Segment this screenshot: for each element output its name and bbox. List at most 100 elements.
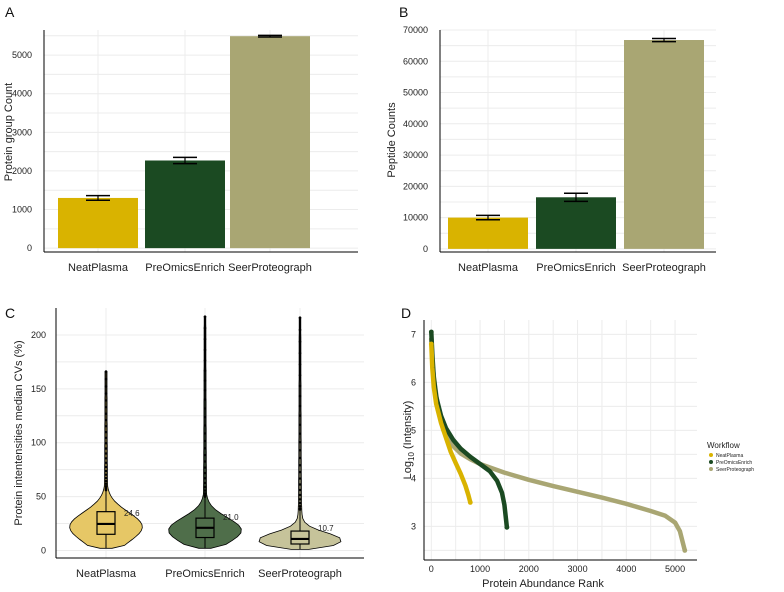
d-point-last-seerproteograph (682, 548, 688, 553)
d-xtick-label: 5000 (665, 564, 685, 574)
panel-c-xtick-preomicsenrich: PreOmicsEnrich (165, 568, 244, 580)
c-outlier-seerproteograph (298, 404, 302, 408)
a-ytick-label: 1000 (12, 205, 32, 215)
d-ytick-label: 3 (411, 521, 416, 531)
c-outlier-preomicsenrich (203, 369, 207, 372)
c-outlier-seerproteograph (298, 463, 302, 467)
c-outlier-preomicsenrich (203, 398, 207, 401)
c-outlier-neatplasma (104, 392, 108, 395)
a-bar-neatplasma (58, 197, 138, 249)
a-ytick-label: 4000 (12, 89, 32, 99)
c-median-label-preomicsenrich: 21.0 (223, 513, 239, 522)
c-outlier-neatplasma (104, 385, 108, 388)
panel-d-series (428, 329, 688, 553)
panel-d-x-ticks: 0 1000 2000 3000 4000 5000 (429, 564, 685, 574)
b-ytick-label: 10000 (403, 213, 428, 223)
c-outlier-preomicsenrich (203, 481, 207, 485)
panel-d-y-label: Log10 (Intensity) (402, 401, 416, 480)
panel-b-letter: B (399, 4, 408, 20)
a-ytick-label: 3000 (12, 127, 32, 137)
c-outlier-neatplasma (104, 452, 108, 455)
c-outlier-seerproteograph (298, 501, 302, 505)
legend-label-preomicsenrich: PreOmicsEnrich (716, 460, 752, 466)
legend-label-seerproteograph: SeerProteograph (716, 467, 754, 473)
c-outlier-neatplasma (104, 424, 108, 428)
panel-a-bars (58, 36, 310, 249)
panel-a: A 0 1000 2000 3000 4000 5000 NeatPlasma PreOm… (3, 4, 358, 274)
d-point-last-neatplasma (467, 500, 473, 505)
c-outlier-seerproteograph (298, 507, 302, 510)
a-ytick-label: 0 (27, 243, 32, 253)
b-bar-seerproteograph (624, 40, 704, 249)
c-outlier-neatplasma (104, 461, 108, 465)
panel-b: B 0 10000 20000 30000 40000 50000 60000 70000 N… (386, 4, 716, 274)
c-box-seerproteograph (290, 530, 310, 545)
c-outlier-seerproteograph (298, 493, 302, 497)
c-outlier-preomicsenrich (203, 489, 207, 492)
c-outlier-neatplasma (104, 436, 108, 440)
c-outlier-seerproteograph (298, 488, 302, 492)
c-outlier-preomicsenrich (203, 415, 207, 419)
c-outlier-preomicsenrich (203, 337, 207, 341)
d-xtick-label: 0 (429, 564, 434, 574)
c-outlier-seerproteograph (298, 432, 302, 435)
c-median-label-seerproteograph: 10.7 (318, 524, 334, 533)
c-outlier-neatplasma (104, 484, 108, 488)
c-outlier-neatplasma (104, 447, 108, 450)
c-outlier-neatplasma (104, 486, 108, 490)
c-outlier-neatplasma (104, 456, 108, 460)
legend-title: Workflow (707, 441, 740, 450)
c-outlier-seerproteograph (298, 316, 302, 319)
c-ytick-label: 150 (31, 384, 46, 394)
c-outlier-seerproteograph (298, 440, 302, 444)
panel-a-xtick-preomicsenrich: PreOmicsEnrich (145, 262, 224, 274)
c-outlier-seerproteograph (298, 497, 302, 501)
c-outlier-preomicsenrich (203, 407, 207, 410)
c-outlier-neatplasma (104, 377, 108, 381)
c-outlier-preomicsenrich (203, 494, 207, 497)
c-outlier-neatplasma (104, 441, 108, 445)
panel-c-xtick-seerproteograph: SeerProteograph (258, 568, 342, 580)
c-outlier-preomicsenrich (203, 471, 207, 475)
c-outlier-seerproteograph (298, 470, 302, 474)
c-outlier-seerproteograph (298, 448, 302, 452)
c-outlier-neatplasma (104, 469, 108, 473)
c-outlier-seerproteograph (298, 340, 302, 343)
b-bar-neatplasma (448, 217, 528, 249)
panel-a-y-label: Protein group Count (3, 83, 15, 181)
c-outlier-neatplasma (104, 399, 108, 402)
panel-c-letter: C (5, 305, 15, 321)
panel-b-xtick-neatplasma: NeatPlasma (458, 262, 519, 274)
d-ytick-label: 4 (411, 473, 416, 483)
panel-c-y-ticks: 0 50 100 150 200 (31, 330, 46, 556)
b-ytick-label: 60000 (403, 56, 428, 66)
d-point-first-neatplasma (428, 341, 434, 347)
panel-b-xtick-seerproteograph: SeerProteograph (622, 262, 706, 274)
c-outlier-seerproteograph (298, 363, 302, 366)
panel-c: C 24.6 21.0 10.7 0 50 100 150 200 NeatPlasma P… (5, 305, 364, 580)
c-ytick-label: 100 (31, 438, 46, 448)
b-ytick-label: 20000 (403, 181, 428, 191)
c-ytick-label: 50 (36, 492, 46, 502)
c-outlier-preomicsenrich (203, 453, 207, 457)
c-outlier-neatplasma (104, 465, 108, 469)
b-ytick-label: 30000 (403, 150, 428, 160)
c-outlier-seerproteograph (298, 414, 302, 417)
c-outlier-seerproteograph (298, 483, 302, 486)
c-outlier-preomicsenrich (203, 446, 207, 450)
c-outlier-preomicsenrich (203, 379, 207, 382)
d-ytick-label: 5 (411, 425, 416, 435)
panel-a-xtick-seerproteograph: SeerProteograph (228, 262, 312, 274)
c-outlier-neatplasma (104, 412, 108, 416)
d-xtick-label: 1000 (470, 564, 490, 574)
panel-d-legend: Workflow NeatPlasma PreOmicsEnrich SeerP… (707, 441, 754, 473)
d-xtick-label: 4000 (616, 564, 636, 574)
d-point-last-preomicsenrich (504, 524, 510, 530)
a-ytick-label: 5000 (12, 50, 32, 60)
c-outlier-preomicsenrich (203, 359, 207, 362)
c-outlier-seerproteograph (298, 328, 302, 332)
a-bar-preomicsenrich (145, 160, 225, 249)
panel-a-y-ticks: 0 1000 2000 3000 4000 5000 (12, 50, 32, 253)
d-ytick-label: 6 (411, 377, 416, 387)
